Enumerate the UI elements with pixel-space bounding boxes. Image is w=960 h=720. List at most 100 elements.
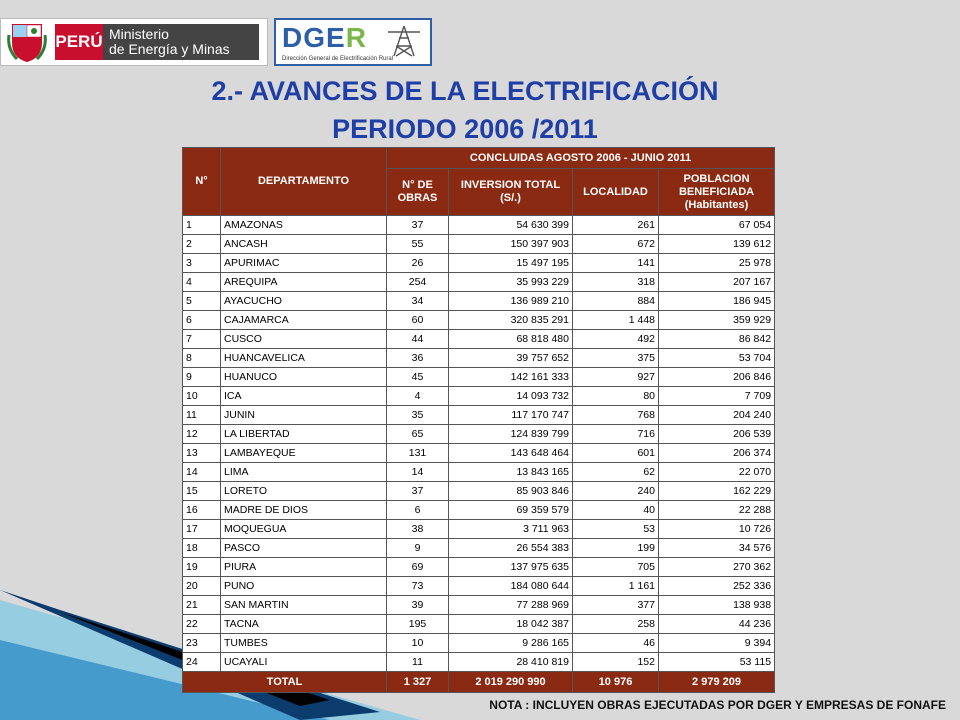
row-inversion: 28 410 819 (448, 652, 573, 672)
table-row: 9 HUANUCO 45 142 161 333 927 206 846 (182, 367, 776, 387)
row-poblacion: 139 612 (657, 234, 776, 254)
row-departamento: LIMA (220, 462, 387, 482)
header-departamento: DEPARTAMENTO (220, 147, 387, 216)
row-poblacion: 7 709 (657, 386, 776, 406)
header-inversion: INVERSION TOTAL (S/.) (448, 168, 573, 216)
dger-letters: DGE (282, 22, 346, 53)
row-poblacion: 359 929 (657, 310, 776, 330)
row-inversion: 150 397 903 (448, 234, 573, 254)
header-localidad: LOCALIDAD (572, 168, 659, 216)
row-inversion: 320 835 291 (448, 310, 573, 330)
row-obras: 39 (386, 595, 449, 615)
row-obras: 35 (386, 405, 449, 425)
row-number: 9 (182, 367, 221, 387)
table-row: 5 AYACUCHO 34 136 989 210 884 186 945 (182, 291, 776, 311)
row-localidad: 152 (572, 652, 659, 672)
peru-ministry-logo: PERÚ Ministerio de Energía y Minas (0, 18, 268, 66)
row-obras: 254 (386, 272, 449, 292)
page-subtitle: PERIODO 2006 /2011 (332, 114, 598, 144)
row-localidad: 258 (572, 614, 659, 634)
ministry-line1: Ministerio (109, 26, 169, 42)
row-number: 7 (182, 329, 221, 349)
row-localidad: 716 (572, 424, 659, 444)
table-row: 7 CUSCO 44 68 818 480 492 86 842 (182, 329, 776, 349)
row-departamento: MADRE DE DIOS (220, 500, 387, 520)
row-inversion: 15 497 195 (448, 253, 573, 273)
total-label: TOTAL (182, 671, 387, 693)
table-row: 23 TUMBES 10 9 286 165 46 9 394 (182, 633, 776, 653)
row-number: 19 (182, 557, 221, 577)
row-departamento: PUNO (220, 576, 387, 596)
table-row: 17 MOQUEGUA 38 3 711 963 53 10 726 (182, 519, 776, 539)
row-localidad: 62 (572, 462, 659, 482)
row-departamento: PASCO (220, 538, 387, 558)
ministry-name: Ministerio de Energía y Minas (103, 24, 259, 60)
row-localidad: 1 448 (572, 310, 659, 330)
row-inversion: 136 989 210 (448, 291, 573, 311)
row-departamento: UCAYALI (220, 652, 387, 672)
row-inversion: 143 648 464 (448, 443, 573, 463)
row-poblacion: 22 288 (657, 500, 776, 520)
row-number: 24 (182, 652, 221, 672)
row-number: 10 (182, 386, 221, 406)
table-body: 1 AMAZONAS 37 54 630 399 261 67 054 2 ANCASH 55 1… (182, 215, 776, 672)
dger-last-letter: R (345, 22, 367, 53)
row-localidad: 1 161 (572, 576, 659, 596)
row-obras: 131 (386, 443, 449, 463)
row-poblacion: 25 978 (657, 253, 776, 273)
row-departamento: AYACUCHO (220, 291, 387, 311)
table-row: 1 AMAZONAS 37 54 630 399 261 67 054 (182, 215, 776, 235)
row-localidad: 672 (572, 234, 659, 254)
row-departamento: TACNA (220, 614, 387, 634)
row-number: 23 (182, 633, 221, 653)
row-localidad: 199 (572, 538, 659, 558)
dger-wordmark: DGER (282, 22, 367, 54)
row-obras: 60 (386, 310, 449, 330)
row-poblacion: 186 945 (657, 291, 776, 311)
row-poblacion: 10 726 (657, 519, 776, 539)
table-row: 16 MADRE DE DIOS 6 69 359 579 40 22 288 (182, 500, 776, 520)
row-localidad: 927 (572, 367, 659, 387)
row-departamento: ANCASH (220, 234, 387, 254)
row-poblacion: 53 704 (657, 348, 776, 368)
row-departamento: TUMBES (220, 633, 387, 653)
row-inversion: 18 042 387 (448, 614, 573, 634)
row-poblacion: 9 394 (657, 633, 776, 653)
row-departamento: CAJAMARCA (220, 310, 387, 330)
row-number: 20 (182, 576, 221, 596)
row-poblacion: 44 236 (657, 614, 776, 634)
table-row: 18 PASCO 9 26 554 383 199 34 576 (182, 538, 776, 558)
row-departamento: LA LIBERTAD (220, 424, 387, 444)
row-inversion: 85 903 846 (448, 481, 573, 501)
row-poblacion: 53 115 (657, 652, 776, 672)
row-poblacion: 206 846 (657, 367, 776, 387)
row-number: 16 (182, 500, 221, 520)
ministry-line2: de Energía y Minas (109, 41, 230, 57)
row-number: 14 (182, 462, 221, 482)
coat-of-arms-icon (7, 24, 47, 63)
row-number: 18 (182, 538, 221, 558)
row-number: 12 (182, 424, 221, 444)
row-number: 11 (182, 405, 221, 425)
row-obras: 195 (386, 614, 449, 634)
table-row: 14 LIMA 14 13 843 165 62 22 070 (182, 462, 776, 482)
row-obras: 55 (386, 234, 449, 254)
row-departamento: HUANCAVELICA (220, 348, 387, 368)
table-row: 2 ANCASH 55 150 397 903 672 139 612 (182, 234, 776, 254)
row-number: 1 (182, 215, 221, 235)
row-poblacion: 22 070 (657, 462, 776, 482)
table-row: 13 LAMBAYEQUE 131 143 648 464 601 206 374 (182, 443, 776, 463)
peru-label: PERÚ (55, 24, 103, 60)
table-row: 20 PUNO 73 184 080 644 1 161 252 336 (182, 576, 776, 596)
row-obras: 38 (386, 519, 449, 539)
row-localidad: 884 (572, 291, 659, 311)
row-obras: 4 (386, 386, 449, 406)
header-obras: N° DE OBRAS (386, 168, 449, 216)
table-row: 11 JUNIN 35 117 170 747 768 204 240 (182, 405, 776, 425)
row-localidad: 768 (572, 405, 659, 425)
row-localidad: 492 (572, 329, 659, 349)
row-localidad: 318 (572, 272, 659, 292)
table-row: 10 ICA 4 14 093 732 80 7 709 (182, 386, 776, 406)
row-number: 6 (182, 310, 221, 330)
row-obras: 37 (386, 215, 449, 235)
